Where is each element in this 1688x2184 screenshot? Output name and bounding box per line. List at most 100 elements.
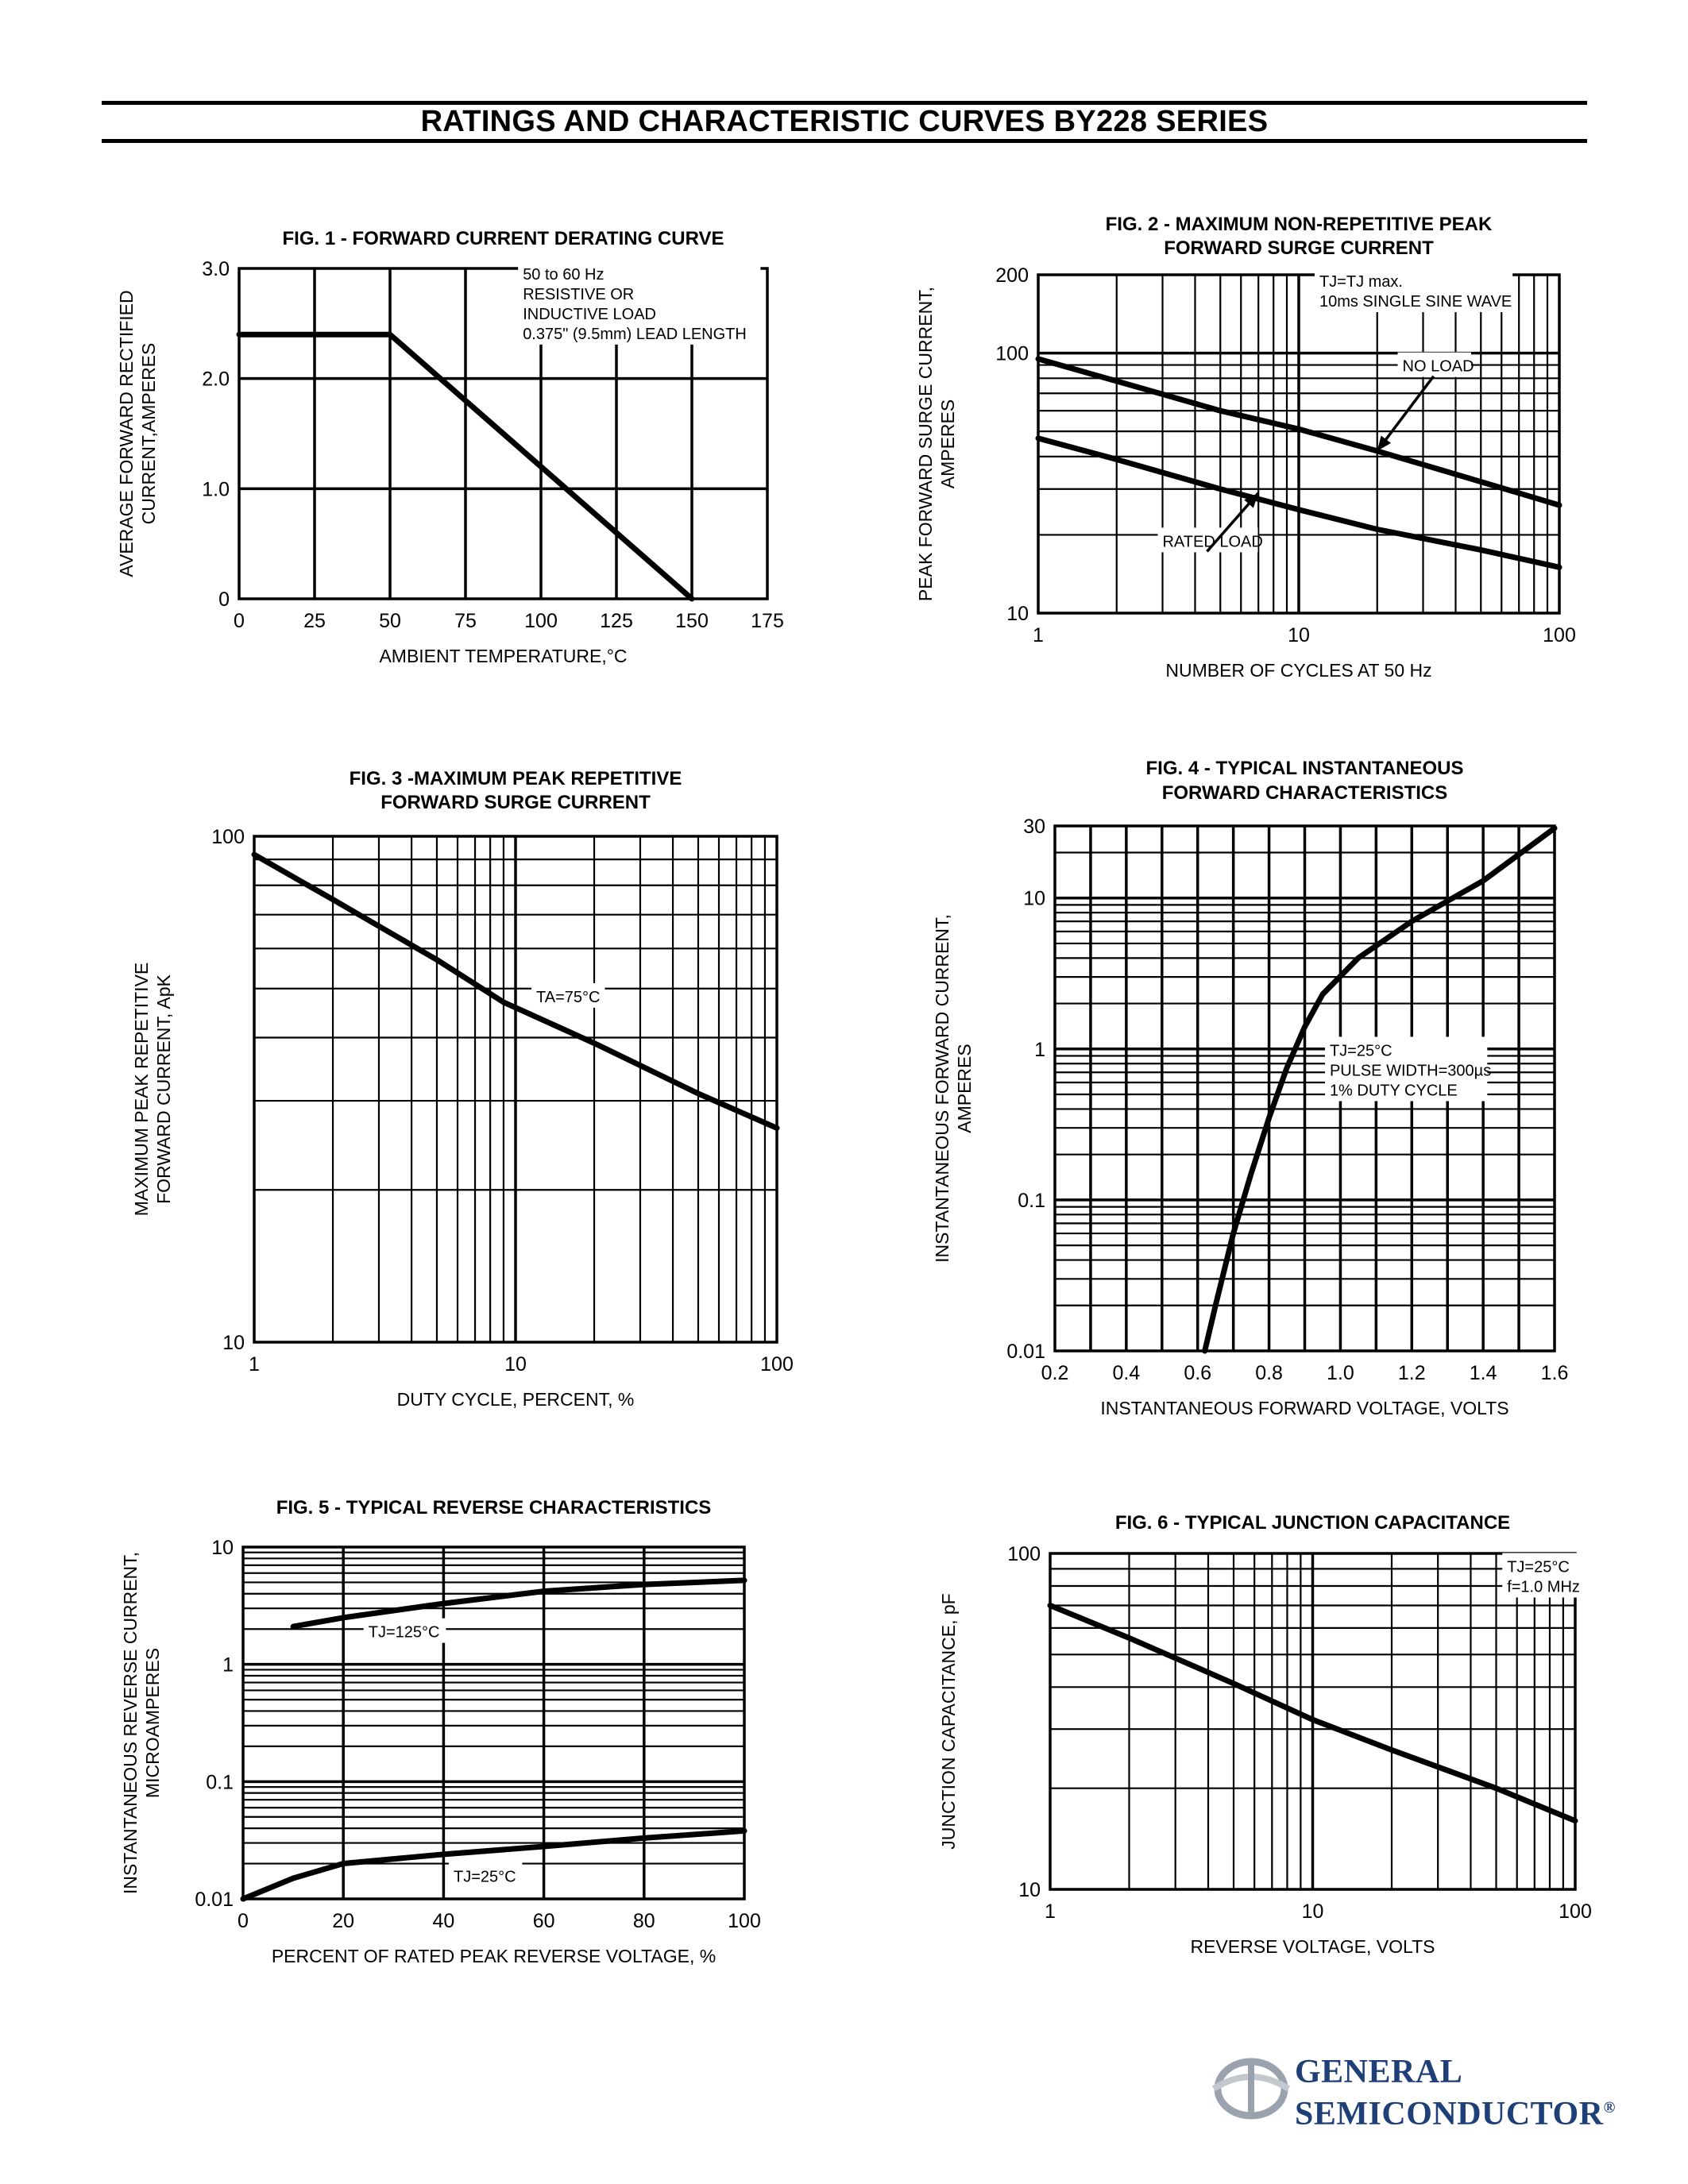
fig-5-grid (243, 1547, 744, 1899)
annotation-arrowhead (1377, 435, 1392, 451)
fig-6-grid (1050, 1553, 1575, 1889)
fig-2-grid (1038, 275, 1559, 613)
annotation-text: RATED LOAD (1162, 533, 1262, 550)
annotation-text: TA=75°C (536, 989, 600, 1006)
fig-1-plot-frame (238, 267, 769, 600)
x-tick-label: 125 (600, 610, 633, 632)
x-tick-label: 0 (238, 1910, 249, 1932)
annotation-text: TJ=25°C (1507, 1558, 1570, 1576)
fig-3-grid (254, 836, 777, 1342)
title-underline-rule (102, 139, 1587, 143)
x-tick-label: 0.4 (1112, 1362, 1140, 1384)
x-axis-label: INSTANTANEOUS FORWARD VOLTAGE, VOLTS (1100, 1398, 1508, 1418)
chart-title: FORWARD CHARACTERISTICS (1162, 782, 1448, 804)
x-axis-label: DUTY CYCLE, PERCENT, % (397, 1389, 635, 1410)
x-tick-label: 100 (760, 1353, 794, 1376)
y-tick-label: 10 (222, 1332, 245, 1354)
y-tick-label: 200 (995, 264, 1029, 287)
y-axis-label: FORWARD CURRENT, ApK (153, 974, 174, 1203)
annotation-text: 1% DUTY CYCLE (1330, 1082, 1458, 1099)
x-tick-label: 80 (633, 1910, 655, 1932)
x-tick-label: 150 (675, 610, 709, 632)
x-tick-label: 1 (249, 1353, 260, 1376)
x-tick-label: 1.4 (1470, 1362, 1497, 1384)
fig-4-plot-frame (1053, 824, 1556, 1352)
logo-line-2: SEMICONDUCTOR® (1295, 2096, 1616, 2132)
fig-5-plot-frame (241, 1545, 746, 1900)
fig-1-grid (239, 268, 767, 599)
annotation-backdrop (449, 1862, 523, 1888)
data-line-series-1 (290, 1577, 747, 1630)
y-tick-label: 1 (222, 1654, 234, 1677)
fig-4-chart: 0.2 0.4 0.6 0.8 1.0 1.2 1.4 1.6 0.01 0.1 1 10 30 FIG.… (932, 758, 1568, 1418)
x-tick-label: 100 (524, 610, 558, 632)
annotation-text: RESISTIVE OR (523, 286, 634, 303)
annotation-text: TJ=25°C (1330, 1042, 1393, 1059)
y-tick-label: 3.0 (202, 258, 230, 280)
y-tick-label: 10 (1006, 603, 1029, 625)
y-axis-label: AMPERES (954, 1044, 975, 1133)
annotation-arrow (1206, 492, 1260, 553)
chart-title: FIG. 1 - FORWARD CURRENT DERATING CURVE (282, 228, 724, 249)
x-tick-label: 1 (1045, 1900, 1056, 1923)
annotation-backdrop (1314, 267, 1513, 312)
chart-title: FIG. 2 - MAXIMUM NON-REPETITIVE PEAK (1106, 214, 1493, 235)
x-tick-label: 0 (234, 610, 245, 632)
x-axis-label: NUMBER OF CYCLES AT 50 Hz (1165, 660, 1431, 681)
annotation-text: PULSE WIDTH=300µs (1330, 1062, 1491, 1079)
x-tick-label: 10 (1302, 1900, 1324, 1923)
annotation-backdrop (363, 1618, 446, 1643)
data-line-series-2 (1035, 435, 1562, 570)
data-line-series-1 (1202, 825, 1558, 1354)
chart-title: FIG. 6 - TYPICAL JUNCTION CAPACITANCE (1115, 1512, 1510, 1534)
general-semiconductor-logo (1207, 2049, 1589, 2144)
annotation-text: TJ=25°C (454, 1868, 516, 1885)
y-axis-label: CURRENT,AMPERES (138, 343, 159, 525)
x-tick-label: 75 (454, 610, 477, 632)
y-tick-label: 1.0 (202, 478, 230, 500)
annotation-backdrop (531, 982, 605, 1008)
y-axis-label: AVERAGE FORWARD RECTIFIED (116, 290, 137, 577)
x-tick-label: 1 (1033, 624, 1044, 646)
y-tick-label: 0.1 (206, 1771, 234, 1793)
chart-title: FORWARD SURGE CURRENT (380, 792, 651, 813)
y-axis-label: INSTANTANEOUS FORWARD CURRENT, (932, 914, 952, 1263)
y-tick-label: 10 (1023, 888, 1045, 910)
annotation-text: NO LOAD (1403, 358, 1474, 376)
x-axis-label: REVERSE VOLTAGE, VOLTS (1190, 1936, 1435, 1957)
x-tick-label: 175 (751, 610, 784, 632)
data-line-series-1 (251, 851, 780, 1131)
annotation-arrowhead (1244, 492, 1259, 508)
chart-title: FORWARD SURGE CURRENT (1164, 237, 1434, 259)
x-tick-label: 100 (1543, 624, 1576, 646)
x-tick-label: 10 (504, 1353, 527, 1376)
data-line-series-1 (1047, 1603, 1578, 1824)
annotation-backdrop (1157, 527, 1258, 553)
y-tick-label: 1 (1034, 1039, 1045, 1061)
y-tick-label: 100 (211, 826, 245, 848)
fig-1-chart: 0 25 50 75 100 125 150 175 0 1.0 2.0 3.0 FIG. 1 - FO… (116, 228, 784, 666)
gs-logo-mark-icon (1211, 2058, 1291, 2120)
page-title: RATINGS AND CHARACTERISTIC CURVES BY228 … (420, 105, 1269, 138)
annotation-arrow (1376, 375, 1435, 452)
annotation-backdrop (1397, 352, 1471, 377)
y-tick-label: 10 (211, 1537, 234, 1559)
x-tick-label: 100 (728, 1910, 761, 1932)
annotation-text: 10ms SINGLE SINE WAVE (1319, 293, 1512, 311)
fig-4-grid (1055, 826, 1555, 1351)
fig-3-plot-frame (253, 835, 778, 1344)
data-line-series-1 (1035, 356, 1562, 508)
x-tick-label: 0.8 (1255, 1362, 1283, 1384)
annotation-backdrop (1324, 1036, 1488, 1102)
annotation-text: 0.375" (9.5mm) LEAD LENGTH (523, 326, 747, 343)
x-tick-label: 10 (1288, 624, 1310, 646)
x-tick-label: 40 (432, 1910, 454, 1932)
x-tick-label: 1.2 (1398, 1362, 1426, 1384)
annotation-text: f=1.0 MHz (1507, 1578, 1580, 1596)
y-axis-label: MICROAMPERES (142, 1648, 163, 1798)
fig-5-chart: 0 20 40 60 80 100 0.01 0.1 1 10 FIG. 5 - TYPICAL R… (120, 1497, 761, 1966)
chart-title: FIG. 3 -MAXIMUM PEAK REPETITIVE (350, 768, 682, 789)
